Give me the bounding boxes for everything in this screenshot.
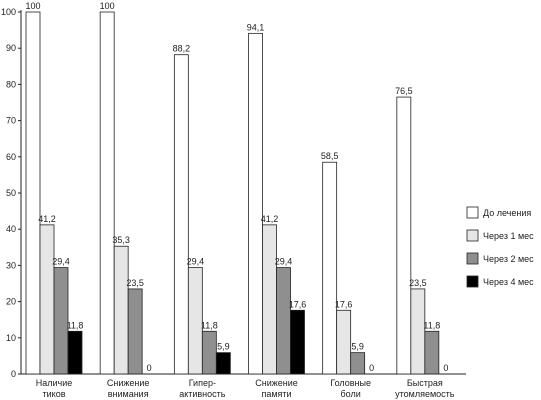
- bar: [67, 330, 83, 375]
- bar: [39, 224, 55, 375]
- value-label: 88,2: [173, 44, 191, 54]
- x-tick-label: Гипер-активность: [179, 378, 226, 399]
- x-tick-label: Быстрая утомляемость: [395, 378, 455, 399]
- y-tick-label: 100: [1, 7, 16, 17]
- value-label: 58,5: [321, 151, 339, 161]
- value-label: 29,4: [187, 257, 205, 267]
- value-label: 76,5: [395, 86, 413, 96]
- category-labels: Наличие тиков Снижение внимания Гипер-активн…: [36, 378, 455, 399]
- value-label: 23,5: [126, 278, 144, 288]
- y-tick-label: 50: [6, 188, 16, 198]
- bar: [25, 11, 41, 375]
- value-label: 17,6: [335, 299, 353, 309]
- bar: [99, 11, 115, 375]
- y-tick-label: 10: [6, 333, 16, 343]
- value-labels: 100 41,2 29,4 11,8 100 35,3 23,5 0 88,2 29,4 11,8 5…: [25, 1, 448, 373]
- value-label: 0: [443, 363, 448, 373]
- bar: [113, 245, 129, 375]
- y-tick-label: 70: [6, 116, 16, 126]
- value-label: 41,2: [261, 214, 279, 224]
- axes: 0 10 20 30 40 50 60 70 80 90 100: [1, 7, 466, 379]
- legend-swatch: [466, 252, 479, 265]
- value-label: 11,8: [201, 320, 218, 330]
- bar: [336, 309, 352, 375]
- bar: [53, 267, 69, 375]
- bar: [173, 54, 189, 375]
- bar: [396, 96, 412, 375]
- legend-swatch: [466, 206, 479, 219]
- value-label: 0: [147, 363, 152, 373]
- legend-label: До лечения: [483, 208, 531, 218]
- x-tick-label: Снижение памяти: [255, 378, 298, 399]
- value-label: 5,9: [351, 342, 364, 352]
- y-tick-label: 40: [6, 224, 16, 234]
- value-label: 23,5: [409, 278, 427, 288]
- bar: [201, 330, 217, 375]
- y-tick-label: 60: [6, 152, 16, 162]
- y-tick-label: 0: [11, 369, 16, 379]
- value-label: 94,1: [247, 22, 265, 32]
- value-label: 0: [369, 363, 374, 373]
- legend-swatch: [466, 229, 479, 242]
- value-label: 100: [100, 1, 115, 11]
- y-tick-label: 90: [6, 43, 16, 53]
- bar: [215, 352, 231, 375]
- value-label: 5,9: [217, 342, 230, 352]
- legend: До лечения Через 1 мес Через 2 мес Через 4 …: [466, 206, 534, 288]
- y-tick-label: 30: [6, 260, 16, 270]
- bar: [248, 32, 263, 375]
- bar: [290, 309, 305, 375]
- value-label: 11,8: [67, 320, 84, 330]
- bar: [322, 161, 338, 375]
- x-tick-label: Снижение внимания: [107, 378, 150, 399]
- y-tick-label: 20: [6, 297, 16, 307]
- value-label: 11,8: [423, 320, 440, 330]
- legend-label: Через 1 мес: [483, 231, 534, 241]
- value-label: 35,3: [112, 235, 130, 245]
- value-label: 41,2: [38, 214, 56, 224]
- bar: [127, 288, 143, 375]
- bar: [262, 224, 277, 375]
- value-label: 29,4: [275, 257, 293, 267]
- legend-label: Через 4 мес: [483, 277, 534, 287]
- value-label: 29,4: [52, 257, 70, 267]
- x-tick-label: Наличие тиков: [36, 378, 73, 399]
- bar: [424, 330, 440, 375]
- bar: [350, 352, 366, 375]
- legend-label: Через 2 мес: [483, 254, 534, 264]
- legend-swatch: [466, 275, 479, 288]
- bar: [187, 267, 203, 375]
- bar: [276, 267, 291, 375]
- x-tick-label: Головные боли: [330, 378, 371, 399]
- bar: [410, 288, 426, 375]
- value-label: 100: [25, 1, 40, 11]
- value-label: 17,6: [289, 299, 307, 309]
- y-tick-label: 80: [6, 79, 16, 89]
- bars: [25, 11, 440, 375]
